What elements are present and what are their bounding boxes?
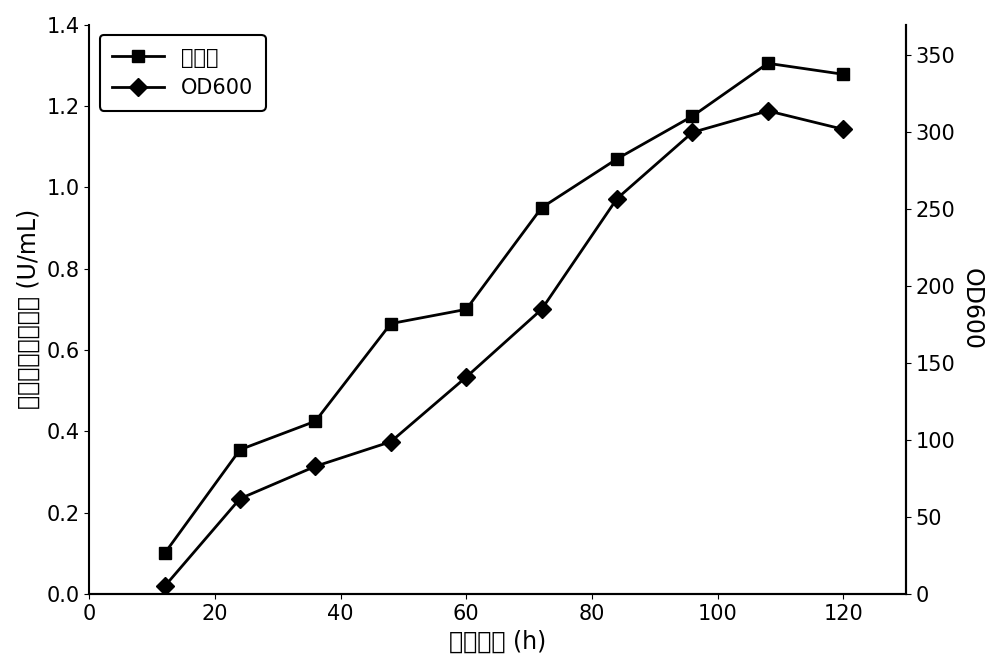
酶活力 (159, 549, 171, 557)
Line: 酶活力: 酶活力 (158, 57, 849, 559)
酶活力 (611, 155, 623, 163)
OD600 (159, 582, 171, 590)
Y-axis label: OD600: OD600 (959, 269, 983, 350)
酶活力 (762, 59, 774, 67)
OD600 (837, 125, 849, 133)
X-axis label: 发酵时间 (h): 发酵时间 (h) (449, 629, 546, 653)
酶活力 (536, 204, 548, 212)
Legend: 酶活力, OD600: 酶活力, OD600 (100, 35, 266, 111)
酶活力 (309, 417, 321, 425)
Y-axis label: 发酵上清液酶活力 (U/mL): 发酵上清液酶活力 (U/mL) (17, 209, 41, 409)
OD600 (460, 373, 472, 381)
OD600 (309, 462, 321, 470)
OD600 (611, 194, 623, 202)
Line: OD600: OD600 (158, 105, 849, 592)
酶活力 (686, 112, 698, 120)
OD600 (234, 494, 246, 502)
酶活力 (460, 306, 472, 314)
OD600 (385, 438, 397, 446)
酶活力 (837, 70, 849, 78)
酶活力 (234, 446, 246, 454)
OD600 (686, 129, 698, 137)
OD600 (536, 306, 548, 314)
OD600 (762, 107, 774, 115)
酶活力 (385, 320, 397, 328)
